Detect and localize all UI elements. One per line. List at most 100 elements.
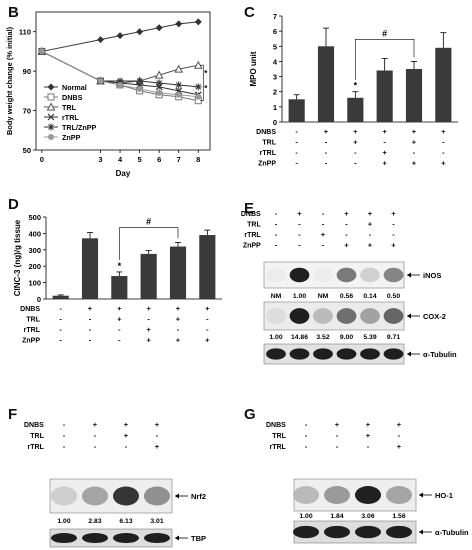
y-tick-label: 1 [273, 103, 277, 112]
data-point [97, 36, 105, 44]
treatment-mark: - [295, 127, 298, 136]
legend-label: rTRL [62, 113, 79, 122]
treatment-mark: + [344, 209, 349, 218]
treatment-mark: + [205, 336, 210, 345]
data-point [154, 70, 164, 79]
blot-band [360, 267, 380, 283]
treatment-mark: + [368, 241, 373, 250]
strip-frame [263, 301, 405, 331]
blot-band [266, 267, 286, 283]
quant-value: NM [271, 293, 282, 300]
blot-band [292, 525, 320, 539]
quant-value: 9.00 [340, 334, 353, 341]
treatment-mark: + [397, 442, 402, 451]
treatment-mark: - [392, 220, 395, 229]
strip-frame [49, 528, 173, 548]
treatment-mark: - [89, 315, 92, 324]
legend-marker [47, 113, 55, 121]
legend-marker [47, 93, 55, 101]
blot-band [81, 486, 109, 506]
legend-entry: Normal [44, 83, 87, 92]
series-znpp [38, 48, 202, 100]
x-tick-label: 0 [40, 155, 44, 164]
treatment-mark: + [117, 315, 122, 324]
blot-band [289, 348, 310, 360]
legend-label: DNBS [62, 93, 83, 102]
treatment-mark: - [275, 230, 278, 239]
band-arrow-head [407, 272, 411, 278]
y-tick-label: 110 [19, 28, 31, 37]
y-axis-label: MPO unit [249, 51, 258, 86]
treatment-mark: + [368, 220, 373, 229]
quant-value: 1.56 [392, 513, 405, 520]
treatment-mark: - [398, 431, 401, 440]
data-point [175, 91, 182, 98]
treatment-mark: + [205, 304, 210, 313]
bar [52, 295, 69, 299]
treatment-mark: - [125, 442, 128, 451]
treatment-mark: + [353, 127, 358, 136]
treatment-mark: + [297, 209, 302, 218]
blot-band [323, 525, 351, 539]
treatment-label: DNBS [24, 422, 44, 429]
y-tick-label: 200 [28, 262, 41, 271]
y-axis-label: CINC-3 (ng)/g tissue [13, 219, 22, 296]
quant-value: 0.50 [387, 293, 400, 300]
blot-band [266, 308, 286, 324]
treatment-mark: - [63, 420, 66, 429]
treatment-mark: - [59, 304, 62, 313]
treatment-mark: + [353, 138, 358, 147]
blot-band [360, 348, 380, 360]
y-tick-label: 2 [273, 88, 277, 97]
treatment-mark: - [89, 336, 92, 345]
treatment-mark: + [391, 209, 396, 218]
treatment-label: rTRL [270, 444, 287, 451]
bar [376, 70, 393, 122]
y-tick-label: 7 [273, 12, 277, 21]
blot-band [289, 267, 310, 283]
blot-band [81, 532, 109, 544]
treatment-mark: - [298, 230, 301, 239]
treatment-mark: - [305, 431, 308, 440]
treatment-mark: - [59, 336, 62, 345]
blot-band [385, 486, 413, 504]
treatment-mark: + [441, 159, 446, 168]
treatment-mark: - [392, 230, 395, 239]
treatment-mark: - [295, 148, 298, 157]
blot-band [143, 486, 171, 506]
treatment-mark: - [369, 230, 372, 239]
treatment-mark: + [321, 230, 326, 239]
blot-band [289, 308, 310, 324]
treatment-mark: + [88, 304, 93, 313]
treatment-mark: + [412, 138, 417, 147]
treatment-mark: + [176, 304, 181, 313]
treatment-mark: - [345, 230, 348, 239]
band-label: Nrf2 [191, 492, 206, 501]
significance-star: * [118, 261, 122, 271]
annotation-star: * [204, 69, 208, 78]
blot-band [266, 348, 286, 360]
treatment-mark: + [124, 431, 129, 440]
treatment-mark: - [156, 431, 159, 440]
data-point [174, 64, 184, 73]
treatment-mark: - [177, 325, 180, 334]
x-tick-label: 7 [177, 155, 181, 164]
treatment-mark: + [176, 315, 181, 324]
quant-value: 5.39 [363, 334, 376, 341]
blot-band [292, 486, 320, 504]
treatment-label: DNBS [256, 129, 276, 136]
blot-strip-inos: iNOS [263, 261, 441, 289]
bar [288, 99, 305, 122]
treatment-mark: + [146, 336, 151, 345]
treatment-mark: - [275, 209, 278, 218]
legend-marker [46, 102, 56, 111]
x-tick-label: 3 [98, 155, 102, 164]
blot-band [143, 532, 171, 544]
blot-band [336, 308, 357, 324]
treatment-label: TRL [272, 433, 286, 440]
y-tick-label: 90 [23, 67, 31, 76]
quant-value: 14.86 [291, 334, 308, 341]
treatment-mark: + [335, 420, 340, 429]
treatment-mark: - [89, 325, 92, 334]
quant-value: 6.13 [119, 518, 132, 525]
